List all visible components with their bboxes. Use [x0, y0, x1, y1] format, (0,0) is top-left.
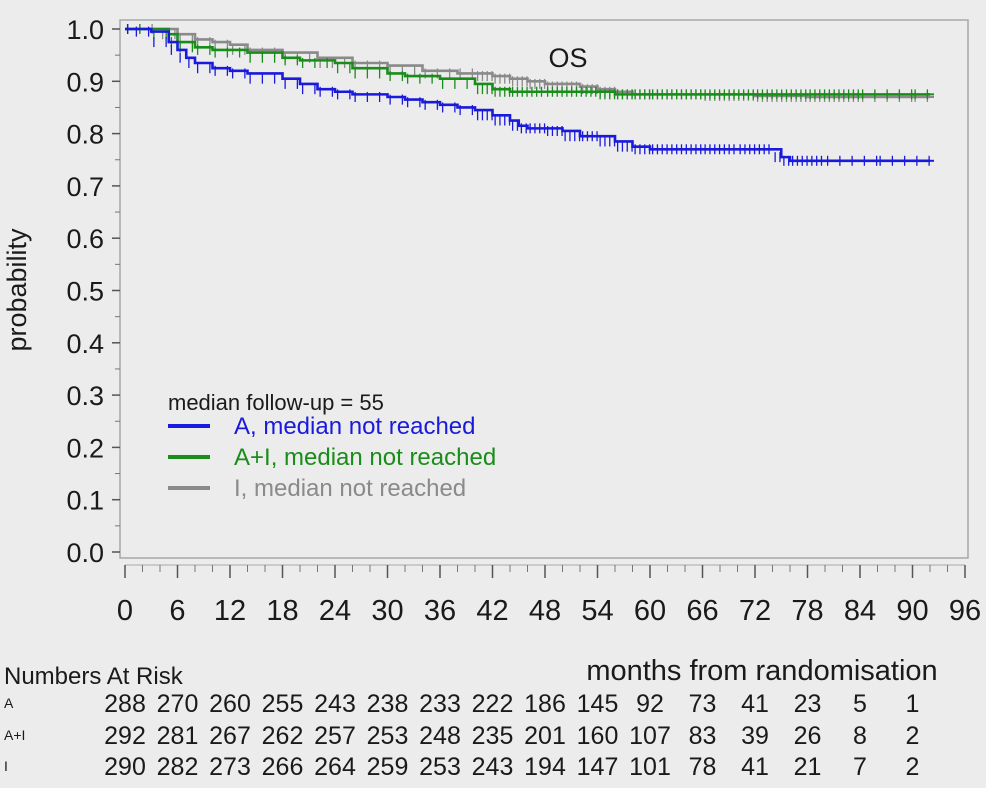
legend: median follow-up = 55 A, median not reac… — [168, 390, 496, 502]
y-tick-label: 0.3 — [66, 381, 104, 411]
y-tick-label: 0.9 — [66, 67, 104, 97]
x-tick-label: 78 — [791, 595, 823, 627]
at-risk-value: 267 — [209, 722, 251, 750]
at-risk-value: 248 — [419, 722, 461, 750]
at-risk-value: 201 — [524, 722, 566, 750]
legend-entry: A+I, median not reached — [234, 444, 496, 471]
at-risk-row-label: A — [4, 695, 14, 711]
at-risk-value: 264 — [314, 753, 356, 781]
at-risk-value: 92 — [636, 690, 664, 718]
x-tick-label: 30 — [371, 595, 403, 627]
at-risk-value: 266 — [262, 753, 304, 781]
at-risk-value: 257 — [314, 722, 356, 750]
at-risk-value: 270 — [157, 690, 199, 718]
at-risk-value: 1 — [906, 690, 920, 718]
chart-title: OS — [548, 43, 587, 73]
at-risk-value: 73 — [689, 690, 717, 718]
at-risk-value: 238 — [367, 690, 409, 718]
x-tick-label: 42 — [476, 595, 508, 627]
x-tick-label: 12 — [214, 595, 246, 627]
at-risk-value: 26 — [794, 722, 822, 750]
x-tick-label: 48 — [529, 595, 561, 627]
x-tick-label: 84 — [844, 595, 876, 627]
legend-header: median follow-up = 55 — [168, 390, 384, 415]
at-risk-value: 281 — [157, 722, 199, 750]
x-tick-label: 6 — [169, 595, 185, 627]
at-risk-value: 41 — [741, 753, 769, 781]
x-tick-label: 66 — [686, 595, 718, 627]
y-axis: 0.0 0.1 0.2 0.3 0.4 0.5 0.6 0.7 0.8 0.9 1.0 — [66, 15, 120, 568]
at-risk-value: 101 — [629, 753, 671, 781]
at-risk-value: 243 — [314, 690, 356, 718]
at-risk-value: 262 — [262, 722, 304, 750]
at-risk-value: 194 — [524, 753, 566, 781]
at-risk-value: 233 — [419, 690, 461, 718]
legend-entry: A, median not reached — [234, 413, 476, 440]
x-tick-label: 90 — [896, 595, 928, 627]
at-risk-label: Numbers At Risk — [4, 663, 184, 690]
at-risk-value: 288 — [104, 690, 146, 718]
x-tick-label: 18 — [266, 595, 298, 627]
y-tick-label: 0.7 — [66, 172, 104, 202]
at-risk-row-label: A+I — [4, 727, 25, 743]
at-risk-value: 41 — [741, 690, 769, 718]
x-tick-label: 96 — [949, 595, 981, 627]
y-tick-label: 0.8 — [66, 120, 104, 150]
x-tick-label: 60 — [634, 595, 666, 627]
at-risk-value: 243 — [472, 753, 514, 781]
at-risk-value: 235 — [472, 722, 514, 750]
y-tick-label: 0.2 — [66, 433, 104, 463]
at-risk-value: 8 — [853, 722, 867, 750]
at-risk-value: 273 — [209, 753, 251, 781]
at-risk-value: 7 — [853, 753, 867, 781]
at-risk-value: 107 — [629, 722, 671, 750]
at-risk-value: 147 — [577, 753, 619, 781]
series-layer — [125, 24, 934, 166]
at-risk-value: 21 — [794, 753, 822, 781]
at-risk-value: 292 — [104, 722, 146, 750]
at-risk-value: 282 — [157, 753, 199, 781]
x-tick-label: 0 — [117, 595, 133, 627]
at-risk-value: 23 — [794, 690, 822, 718]
y-axis-label: probability — [2, 228, 32, 352]
at-risk-table: A 288 270 260 255 243 238 233 222 186 145 92 73 41 23 5… — [4, 690, 919, 781]
at-risk-value: 290 — [104, 753, 146, 781]
y-tick-label: 0.5 — [66, 277, 104, 307]
plot-frame — [119, 19, 969, 559]
at-risk-value: 160 — [577, 722, 619, 750]
at-risk-value: 255 — [262, 690, 304, 718]
y-tick-label: 0.0 — [66, 538, 104, 568]
y-tick-label: 0.6 — [66, 224, 104, 254]
x-tick-label: 36 — [424, 595, 456, 627]
at-risk-row-label: I — [4, 758, 8, 774]
legend-entry: I, median not reached — [234, 475, 466, 502]
at-risk-value: 2 — [906, 722, 920, 750]
at-risk-value: 259 — [367, 753, 409, 781]
at-risk-value: 253 — [419, 753, 461, 781]
at-risk-value: 186 — [524, 690, 566, 718]
y-tick-label: 0.1 — [66, 486, 104, 516]
series-line — [125, 27, 930, 163]
x-axis: 0 6 12 18 24 30 36 42 48 54 60 66 72 78 84 90 96 — [117, 564, 981, 627]
at-risk-value: 2 — [906, 753, 920, 781]
at-risk-value: 260 — [209, 690, 251, 718]
at-risk-value: 253 — [367, 722, 409, 750]
y-tick-label: 1.0 — [66, 15, 104, 45]
at-risk-value: 222 — [472, 690, 514, 718]
x-axis-label: months from randomisation — [586, 655, 937, 687]
x-tick-label: 24 — [319, 595, 351, 627]
at-risk-value: 83 — [689, 722, 717, 750]
at-risk-value: 78 — [689, 753, 717, 781]
x-tick-label: 54 — [581, 595, 613, 627]
y-tick-label: 0.4 — [66, 329, 104, 359]
at-risk-value: 39 — [741, 722, 769, 750]
at-risk-value: 145 — [577, 690, 619, 718]
at-risk-value: 5 — [853, 690, 867, 718]
x-tick-label: 72 — [739, 595, 771, 627]
